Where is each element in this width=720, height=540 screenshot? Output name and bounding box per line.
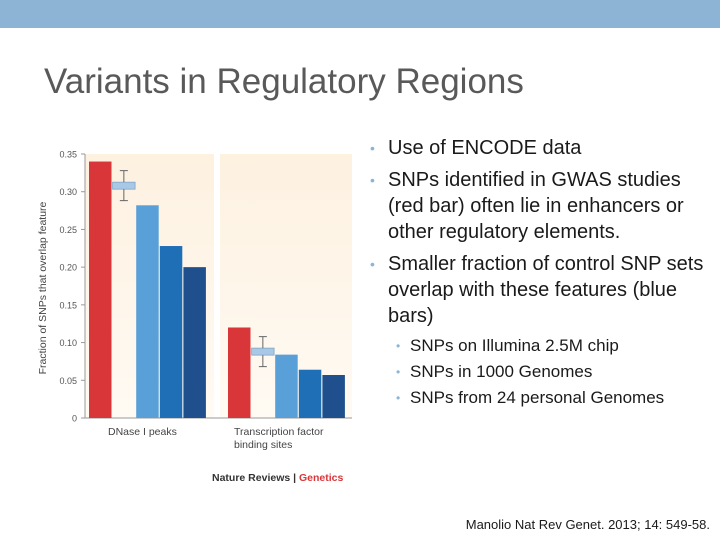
sub-bullet-text: SNPs in 1000 Genomes	[410, 362, 593, 381]
y-tick-label: 0.25	[59, 225, 77, 235]
y-tick-label: 0.05	[59, 376, 77, 386]
bullet-item: • Use of ENCODE data	[364, 135, 704, 161]
bullet-dot-icon: •	[396, 365, 401, 379]
sub-bullet-item: • SNPs on Illumina 2.5M chip	[364, 335, 704, 357]
bar-g2-s4	[298, 369, 322, 418]
bullet-dot-icon: •	[370, 172, 375, 188]
error-bar-g2	[258, 336, 267, 368]
slide-title: Variants in Regulatory Regions	[44, 62, 524, 101]
sub-bullet-text: SNPs on Illumina 2.5M chip	[410, 336, 619, 355]
sub-bullet-item: • SNPs from 24 personal Genomes	[364, 387, 704, 409]
error-bar-g1	[119, 170, 128, 202]
bar-g1-s5	[183, 267, 206, 418]
bullet-item: • SNPs identified in GWAS studies (red ba…	[364, 167, 704, 245]
y-tick-label: 0.30	[59, 187, 77, 197]
top-band	[0, 0, 720, 28]
bullet-dot-icon: •	[370, 256, 375, 272]
y-axis-label: Fraction of SNPs that overlap feature	[37, 201, 49, 374]
sub-bullet-text: SNPs from 24 personal Genomes	[410, 388, 665, 407]
credit-journal: Nature Reviews	[212, 472, 290, 484]
group-label-tf: Transcription factor binding sites	[234, 426, 326, 451]
bar-g1-s3	[136, 205, 159, 418]
bullet-dot-icon: •	[396, 339, 401, 353]
sub-bullet-item: • SNPs in 1000 Genomes	[364, 361, 704, 383]
bar-g2-s2	[251, 347, 275, 356]
y-tick-label: 0	[72, 414, 77, 424]
bar-g2-s3	[275, 354, 298, 418]
citation: Manolio Nat Rev Genet. 2013; 14: 549-58.	[465, 517, 710, 532]
bullet-item: • Smaller fraction of control SNP sets ov…	[364, 251, 704, 329]
bullet-text: SNPs identified in GWAS studies (red bar…	[388, 169, 684, 243]
bullet-dot-icon: •	[370, 140, 375, 156]
bullet-text: Use of ENCODE data	[388, 137, 582, 159]
bar-g1-s4	[159, 246, 183, 418]
bar-g2-s1	[228, 327, 251, 418]
nature-reviews-credit: Nature Reviews | Genetics	[212, 472, 343, 484]
y-tick-label: 0.15	[59, 300, 77, 310]
bar-g1-s1	[89, 161, 112, 419]
y-tick-label: 0.35	[59, 150, 77, 160]
bullet-text: Smaller fraction of control SNP sets ove…	[388, 253, 704, 327]
group-label-dnase: DNase I peaks	[108, 426, 177, 438]
bullet-dot-icon: •	[396, 391, 401, 405]
credit-section: Genetics	[299, 472, 344, 484]
bullet-list: • Use of ENCODE data • SNPs identified in …	[364, 135, 704, 413]
bar-g1-s2	[112, 181, 136, 190]
bar-chart: 0 0.05 0.10 0.15 0.20 0.25 0.30 0.35 Fraction o…	[37, 150, 352, 484]
y-tick-label: 0.10	[59, 338, 77, 348]
bar-g2-s5	[322, 375, 345, 418]
y-tick-label: 0.20	[59, 263, 77, 273]
